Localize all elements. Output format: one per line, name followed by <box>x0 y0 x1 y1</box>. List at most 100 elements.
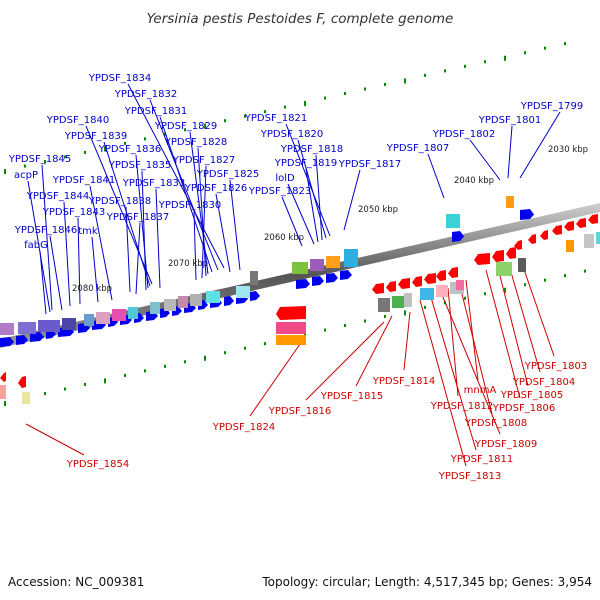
forward-feature-3[interactable] <box>62 318 76 330</box>
forward-gene-22[interactable] <box>340 270 352 280</box>
reverse-gene-label-1[interactable]: YPDSF_1804 <box>512 377 575 388</box>
forward-feature-9[interactable] <box>164 299 176 311</box>
forward-feature-14[interactable] <box>250 271 258 285</box>
reverse-genes[interactable] <box>0 214 600 404</box>
reverse-gene-label-6[interactable]: YPDSF_1808 <box>464 418 527 429</box>
forward-feature-1[interactable] <box>18 322 36 334</box>
reverse-feature-15[interactable] <box>596 232 600 244</box>
reverse-gene-18[interactable] <box>576 218 586 228</box>
forward-gene-label-8[interactable]: YPDSF_1819 <box>274 158 337 169</box>
reverse-gene-19[interactable] <box>588 214 598 224</box>
forward-feature-6[interactable] <box>112 309 126 321</box>
reverse-feature-7[interactable] <box>420 288 434 300</box>
forward-gene-1[interactable] <box>16 335 28 345</box>
reverse-gene-label-9[interactable]: YPDSF_1813 <box>438 471 501 482</box>
forward-gene-label-5[interactable]: YPDSF_1821 <box>244 113 307 124</box>
forward-gene-label-23[interactable]: YPDSF_1835 <box>108 160 171 171</box>
forward-feature-19[interactable] <box>446 214 460 228</box>
reverse-feature-13[interactable] <box>566 240 574 252</box>
forward-feature-7[interactable] <box>128 307 138 319</box>
forward-gene-21[interactable] <box>326 273 338 283</box>
forward-gene-label-21[interactable]: YPDSF_1839 <box>64 131 127 142</box>
forward-feature-17[interactable] <box>326 256 340 268</box>
forward-gene-19[interactable] <box>296 279 310 289</box>
forward-feature-13[interactable] <box>236 286 250 298</box>
reverse-gene-label-7[interactable]: YPDSF_1809 <box>474 439 537 450</box>
reverse-feature-12[interactable] <box>518 258 526 272</box>
reverse-gene-2[interactable] <box>276 306 306 320</box>
forward-gene-label-6[interactable]: YPDSF_1820 <box>260 129 323 140</box>
forward-gene-16[interactable] <box>224 296 234 306</box>
reverse-gene-label-13[interactable]: YPDSF_1824 <box>212 422 275 433</box>
forward-gene-label-33[interactable]: tmk <box>78 226 98 237</box>
forward-gene-label-16[interactable]: YPDSF_1827 <box>172 155 235 166</box>
forward-feature-16[interactable] <box>310 259 324 271</box>
forward-gene-label-17[interactable]: YPDSF_1825 <box>196 169 259 180</box>
forward-feature-2[interactable] <box>38 320 60 332</box>
reverse-gene-8[interactable] <box>436 270 446 281</box>
forward-gene-18[interactable] <box>250 291 260 301</box>
forward-gene-0[interactable] <box>0 337 14 347</box>
forward-gene-label-26[interactable]: YPDSF_1837 <box>106 212 169 223</box>
forward-feature-12[interactable] <box>206 291 220 303</box>
forward-feature-11[interactable] <box>190 294 202 306</box>
reverse-feature-3[interactable] <box>276 335 306 345</box>
reverse-gene-label-5[interactable]: YPDSF_1812 <box>430 401 493 412</box>
reverse-gene-label-11[interactable]: YPDSF_1815 <box>320 391 383 402</box>
forward-gene-label-9[interactable]: lolD <box>275 173 295 184</box>
forward-gene-label-30[interactable]: YPDSF_1844 <box>26 191 89 202</box>
reverse-gene-10[interactable] <box>474 253 490 265</box>
forward-gene-label-0[interactable]: YPDSF_1799 <box>520 101 583 112</box>
reverse-feature-2[interactable] <box>276 322 306 334</box>
reverse-gene-label-12[interactable]: YPDSF_1816 <box>268 406 331 417</box>
reverse-feature-8[interactable] <box>436 285 448 297</box>
forward-gene-label-19[interactable]: YPDSF_1830 <box>158 200 221 211</box>
forward-gene-label-24[interactable]: YPDSF_1833 <box>122 178 185 189</box>
forward-gene-label-12[interactable]: YPDSF_1832 <box>114 89 177 100</box>
forward-gene-label-28[interactable]: acpP <box>14 170 38 181</box>
reverse-gene-label-10[interactable]: YPDSF_1814 <box>372 376 435 387</box>
reverse-gene-0[interactable] <box>0 372 6 382</box>
reverse-feature-10[interactable] <box>456 280 464 290</box>
reverse-gene-11[interactable] <box>492 250 504 262</box>
forward-gene-label-15[interactable]: YPDSF_1828 <box>164 137 227 148</box>
reverse-gene-label-0[interactable]: YPDSF_1803 <box>524 361 587 372</box>
reverse-feature-1[interactable] <box>22 392 30 404</box>
reverse-gene-label-4[interactable]: mnmA <box>464 385 497 396</box>
forward-feature-5[interactable] <box>96 312 110 324</box>
reverse-feature-0[interactable] <box>0 385 6 399</box>
reverse-gene-9[interactable] <box>448 267 458 278</box>
reverse-gene-6[interactable] <box>412 276 422 287</box>
forward-gene-label-4[interactable]: YPDSF_1817 <box>338 159 401 170</box>
reverse-feature-6[interactable] <box>404 293 412 307</box>
forward-gene-label-3[interactable]: YPDSF_1807 <box>386 143 449 154</box>
forward-gene-label-32[interactable]: YPDSF_1846 <box>14 225 77 236</box>
forward-gene-label-7[interactable]: YPDSF_1818 <box>280 144 343 155</box>
forward-feature-20[interactable] <box>506 196 514 208</box>
reverse-gene-14[interactable] <box>528 234 536 244</box>
forward-gene-label-10[interactable]: YPDSF_1823 <box>248 186 311 197</box>
forward-gene-label-34[interactable]: fabG <box>24 240 48 251</box>
forward-gene-label-11[interactable]: YPDSF_1834 <box>88 73 151 84</box>
reverse-gene-label-2[interactable]: YPDSF_1805 <box>500 390 563 401</box>
forward-gene-label-1[interactable]: YPDSF_1801 <box>478 115 541 126</box>
forward-gene-label-27[interactable]: YPDSF_1845 <box>8 154 71 165</box>
reverse-gene-label-3[interactable]: YPDSF_1806 <box>492 403 555 414</box>
reverse-gene-5[interactable] <box>398 278 410 289</box>
forward-gene-2[interactable] <box>30 332 44 342</box>
reverse-gene-label-8[interactable]: YPDSF_1811 <box>450 454 513 465</box>
forward-gene-label-18[interactable]: YPDSF_1826 <box>184 183 247 194</box>
reverse-gene-7[interactable] <box>424 273 436 284</box>
reverse-gene-3[interactable] <box>372 283 384 294</box>
reverse-gene-12[interactable] <box>506 247 516 259</box>
forward-gene-label-25[interactable]: YPDSF_1838 <box>88 196 151 207</box>
forward-gene-23[interactable] <box>452 231 464 242</box>
forward-feature-18[interactable] <box>344 249 358 267</box>
forward-gene-label-31[interactable]: YPDSF_1843 <box>42 207 105 218</box>
reverse-gene-1[interactable] <box>18 376 26 388</box>
reverse-gene-label-14[interactable]: YPDSF_1854 <box>66 459 129 470</box>
reverse-gene-13[interactable] <box>514 240 522 250</box>
reverse-feature-4[interactable] <box>378 298 390 312</box>
reverse-gene-17[interactable] <box>564 221 574 231</box>
forward-feature-15[interactable] <box>292 262 308 274</box>
